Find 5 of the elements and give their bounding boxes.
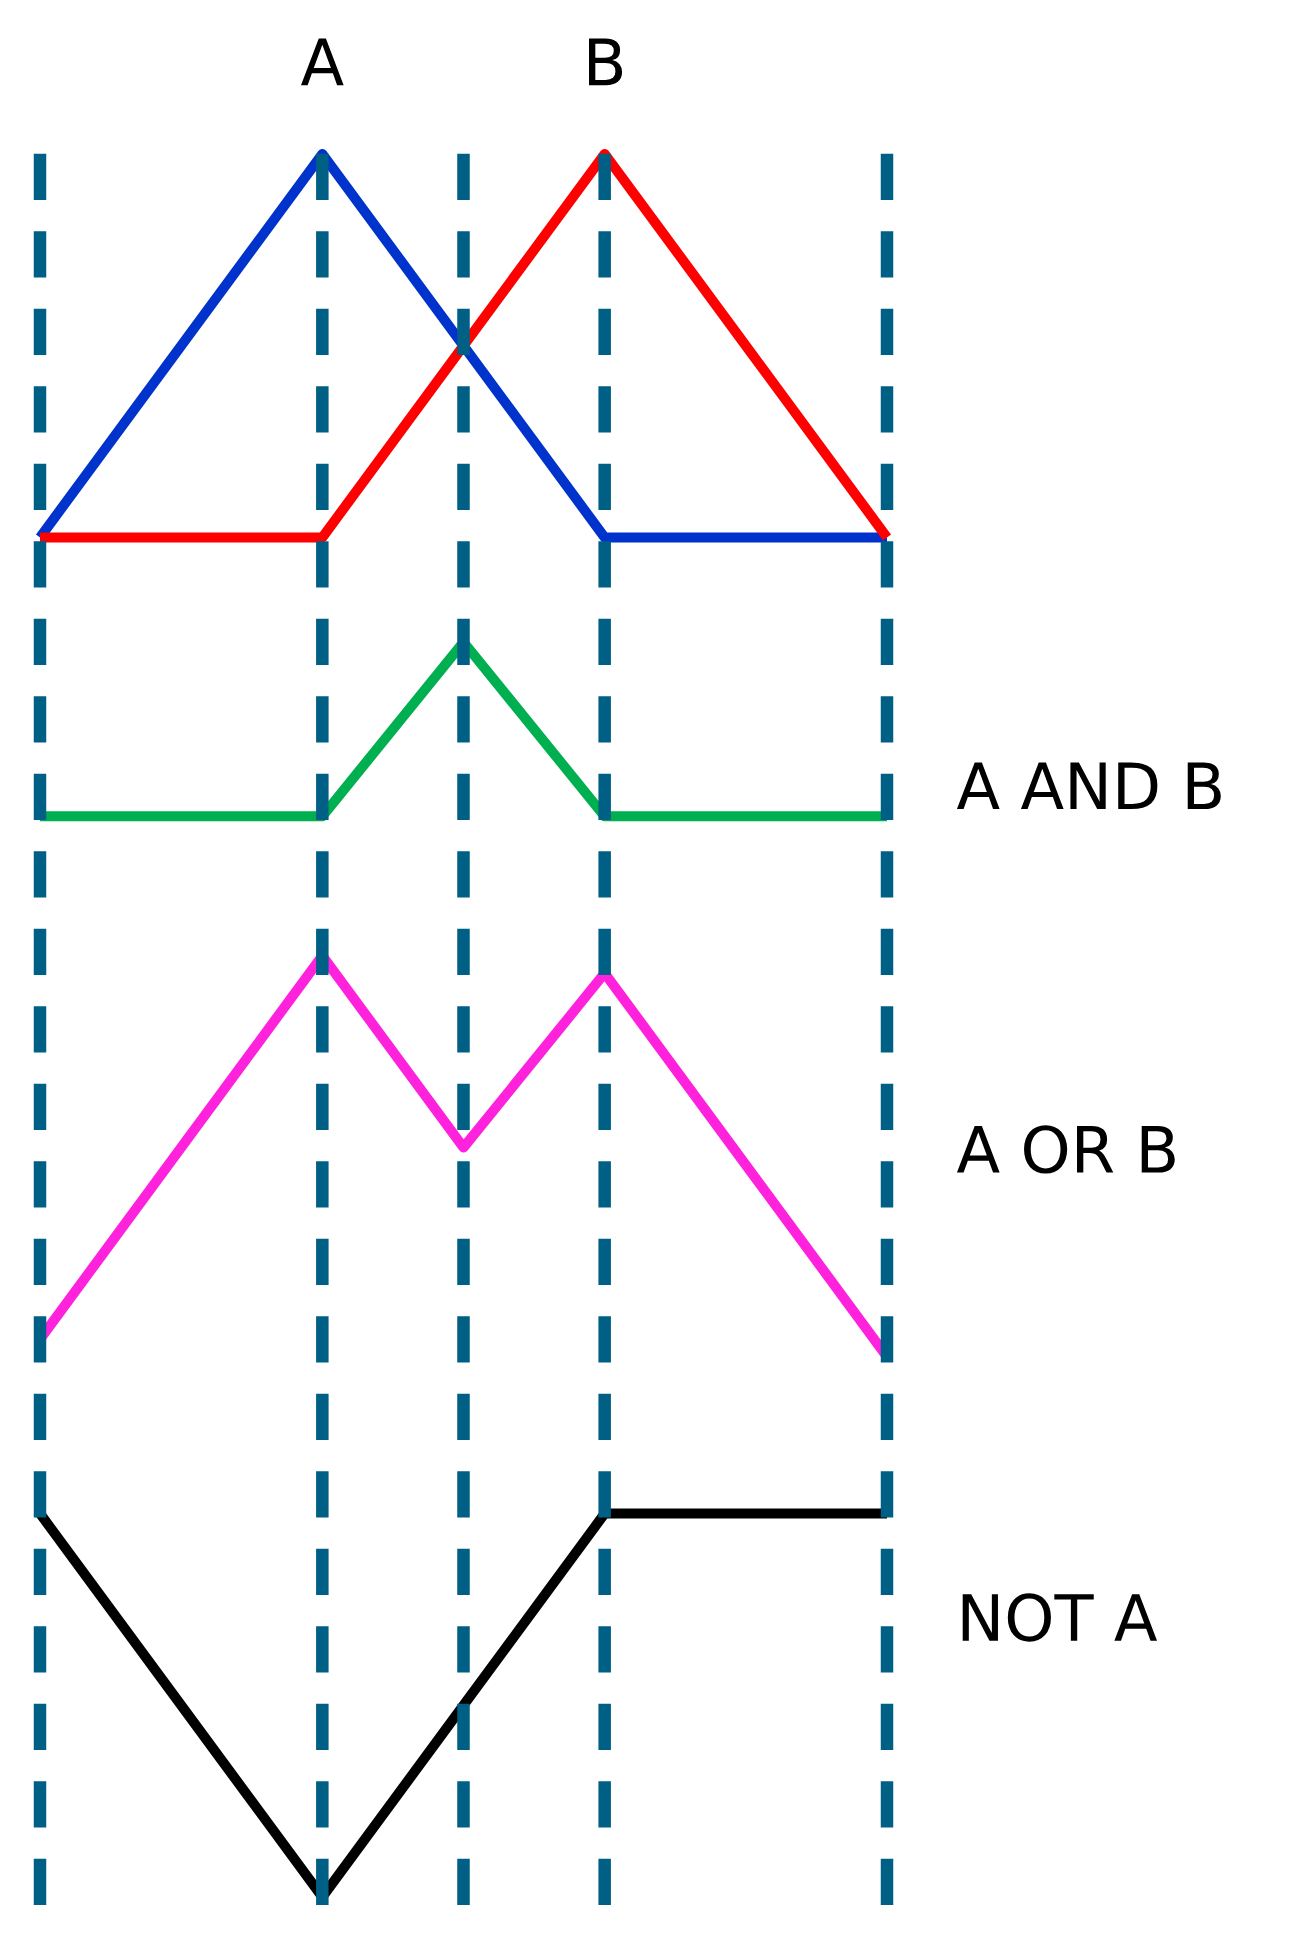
series-label: A <box>300 38 344 86</box>
text: A OR B <box>956 1125 1175 1174</box>
series-label: A AND B <box>956 762 1221 810</box>
series-label: B <box>589 38 623 86</box>
series-label: NOT A <box>962 1593 1158 1642</box>
